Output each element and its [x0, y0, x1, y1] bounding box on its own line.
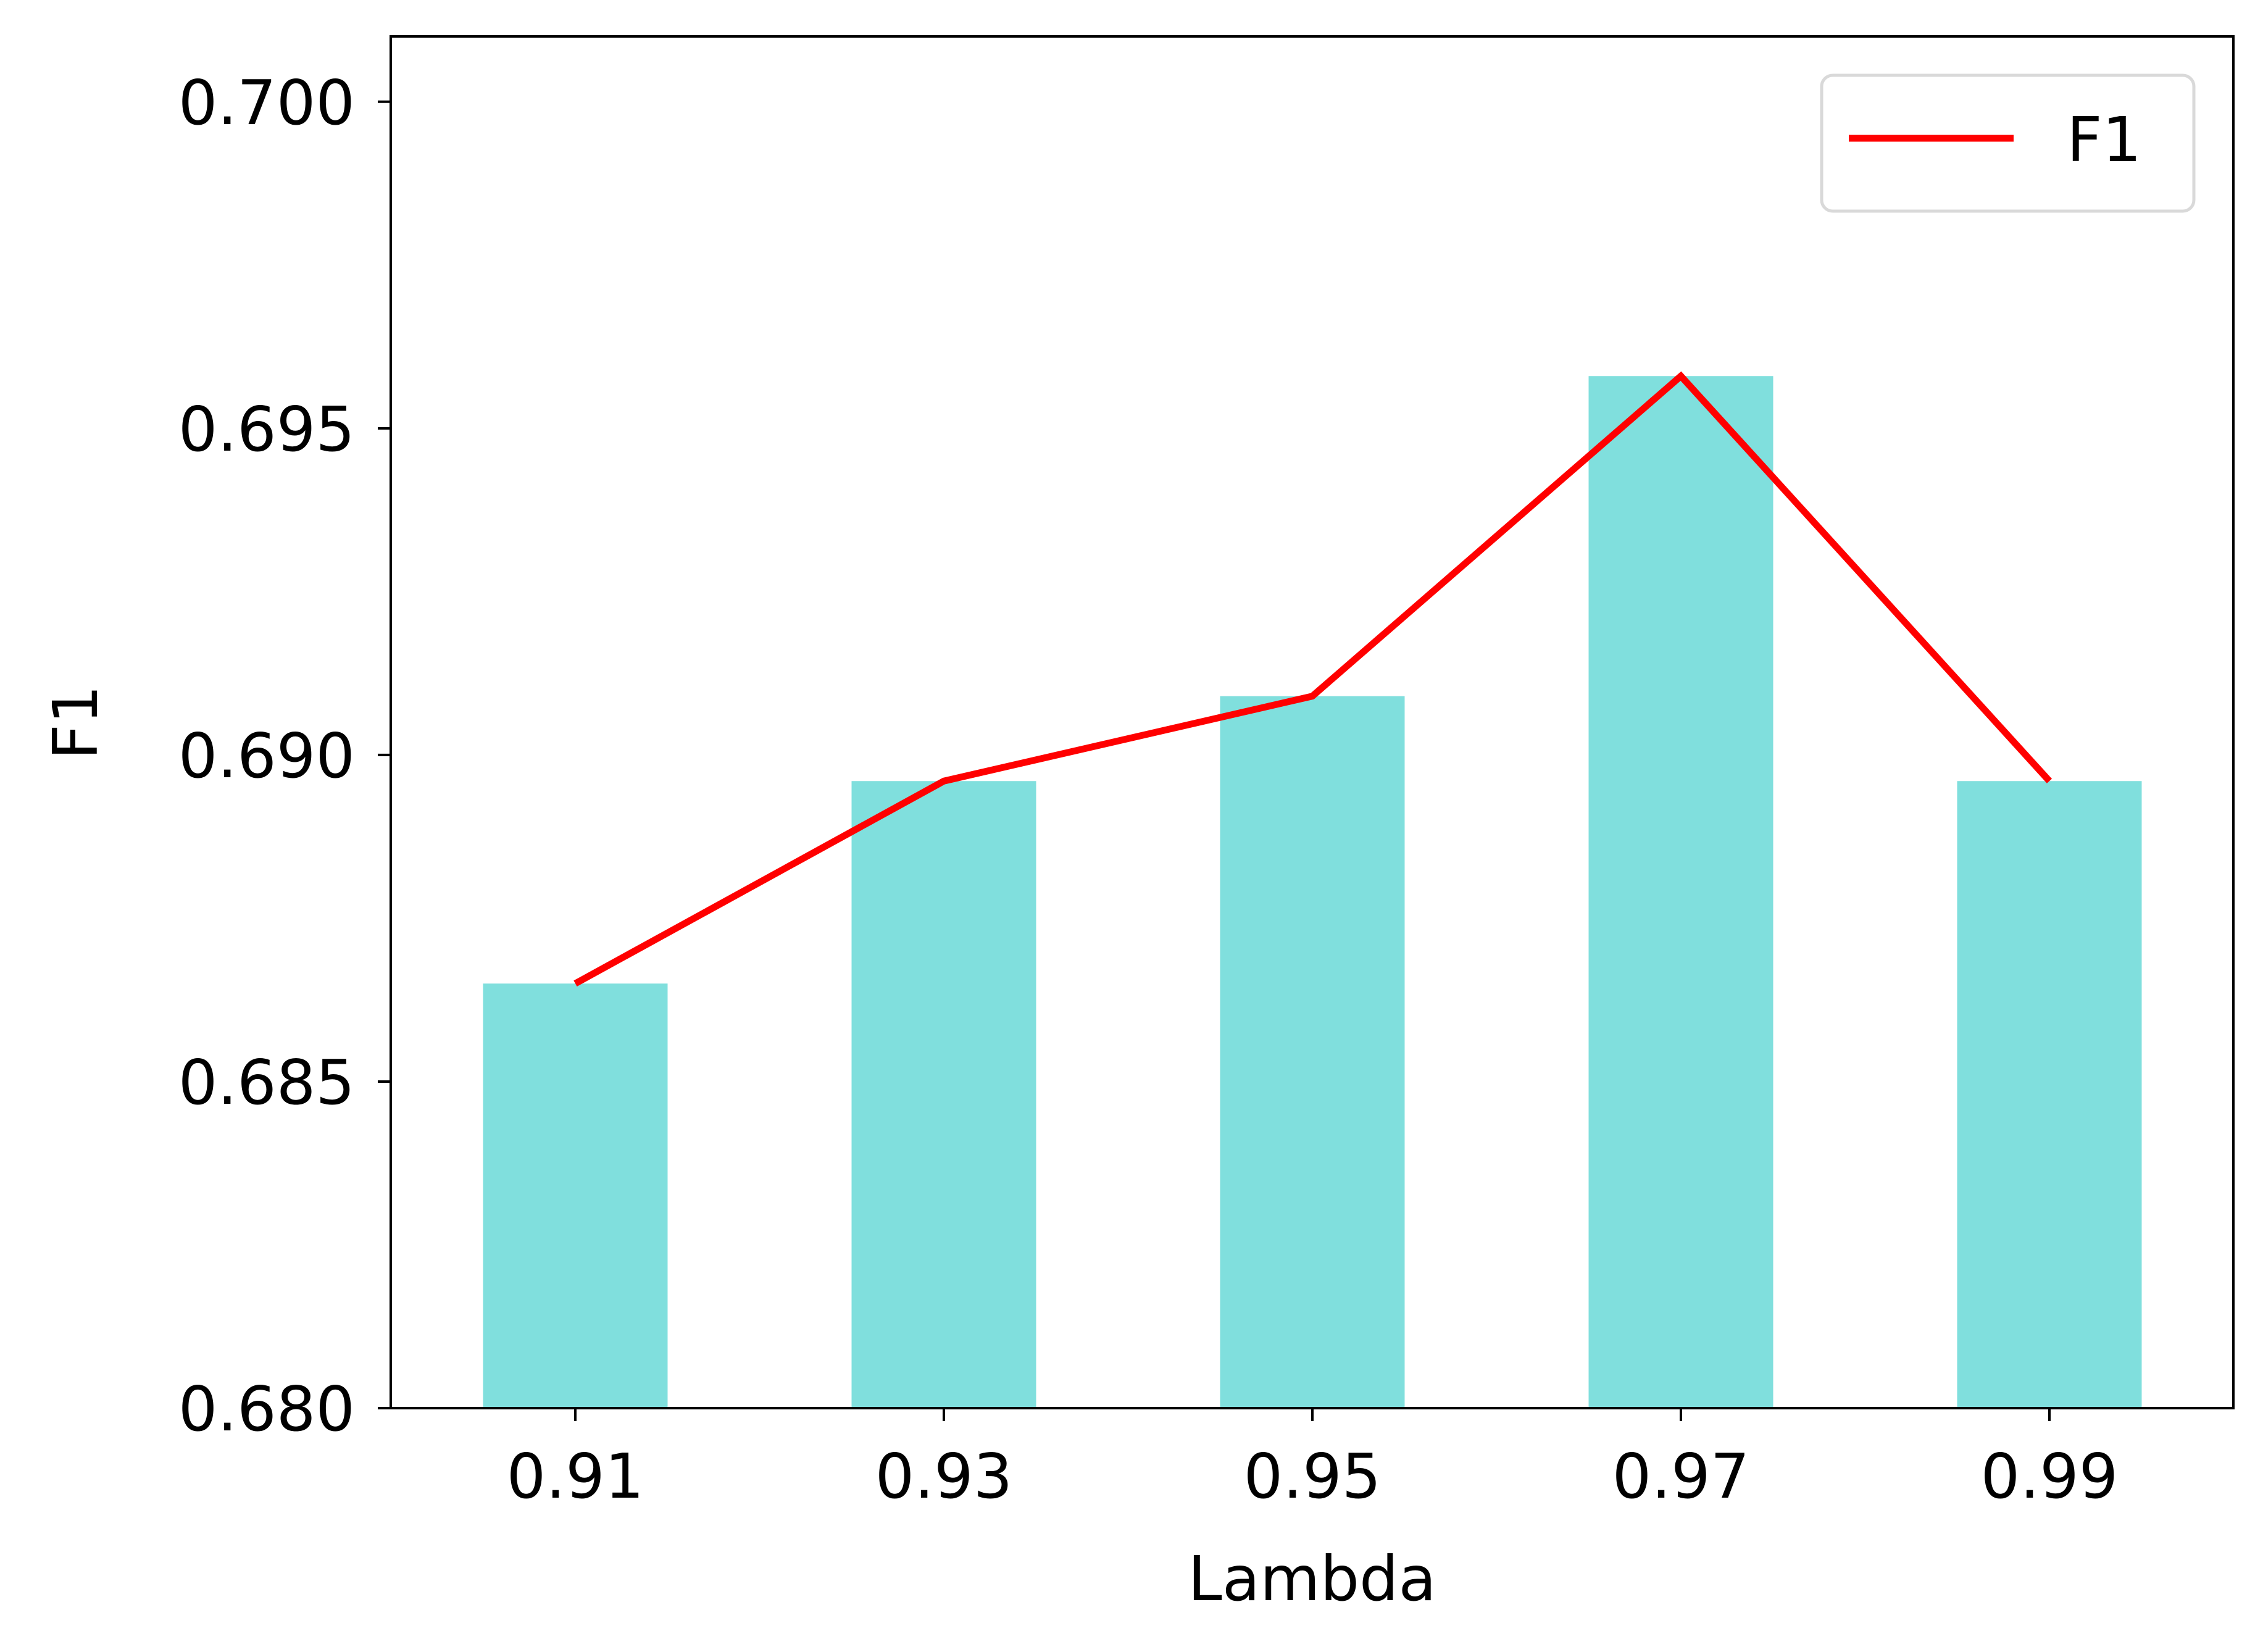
y-tick-label-0.685: 0.685 — [178, 1046, 355, 1119]
y-tick-label-0.695: 0.695 — [178, 393, 355, 465]
series-line-f1 — [573, 371, 2053, 987]
bar-0.97 — [1588, 376, 1773, 1409]
x-tick-label-0.97: 0.97 — [1612, 1440, 1750, 1512]
y-tick-label-0.680: 0.680 — [178, 1373, 355, 1445]
legend-label-f1: F1 — [2067, 104, 2141, 176]
bar-0.99 — [1957, 781, 2142, 1408]
bar-0.95 — [1220, 696, 1405, 1408]
x-tick-label-0.99: 0.99 — [1981, 1440, 2119, 1512]
x-axis-title: Lambda — [1188, 1543, 1436, 1615]
line-layer — [573, 371, 2053, 987]
bars-layer — [483, 376, 2142, 1409]
legend-box — [1820, 73, 2196, 213]
y-axis-title: F1 — [40, 685, 112, 759]
legend: F1 — [1820, 73, 2196, 213]
x-tick-label-0.91: 0.91 — [507, 1440, 644, 1512]
y-tick-label-0.700: 0.700 — [178, 67, 355, 139]
axes-layer: 0.680 0.685 0.690 0.695 0.700 0.91 0.93 0.95 0.9… — [178, 35, 2235, 1512]
x-tick-label-0.93: 0.93 — [875, 1440, 1013, 1512]
y-tick-label-0.690: 0.690 — [178, 720, 355, 792]
bar-0.93 — [851, 781, 1036, 1408]
x-tick-label-0.95: 0.95 — [1244, 1440, 1382, 1512]
bar-0.91 — [483, 983, 668, 1408]
